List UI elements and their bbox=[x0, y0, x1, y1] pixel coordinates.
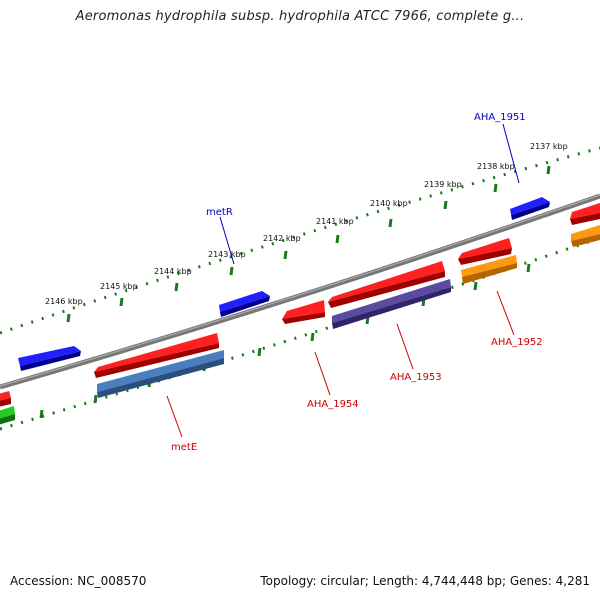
gene-metR[interactable] bbox=[219, 291, 270, 317]
leader-AHA_1953 bbox=[396, 323, 414, 370]
accession-text: Accession: NC_008570 bbox=[10, 574, 147, 588]
gene-label-metE[interactable]: metE bbox=[171, 442, 197, 453]
genome-backbone bbox=[0, 193, 600, 390]
gene-forward-left[interactable] bbox=[18, 346, 81, 371]
gene-AHA_1954[interactable] bbox=[282, 300, 325, 324]
leader-metE bbox=[166, 395, 183, 438]
gene-metE-red[interactable] bbox=[94, 333, 219, 378]
gene-AHA_1952-red[interactable] bbox=[458, 238, 512, 265]
leader-lines bbox=[166, 123, 520, 438]
outer-major-ticks bbox=[66, 165, 551, 323]
scale-label: 2143 kbp bbox=[208, 250, 246, 259]
scale-label: 2141 kbp bbox=[316, 217, 354, 226]
feature-AHA_1952-orange[interactable] bbox=[461, 255, 517, 284]
scale-label: 2145 kbp bbox=[100, 282, 138, 291]
scale-label: 2140 kbp bbox=[370, 199, 408, 208]
gene-AHA_1951[interactable] bbox=[510, 197, 550, 220]
gene-label-AHA_1951[interactable]: AHA_1951 bbox=[474, 112, 526, 123]
gene-label-metR[interactable]: metR bbox=[206, 207, 233, 218]
gene-label-AHA_1954[interactable]: AHA_1954 bbox=[307, 399, 359, 410]
feature-AHA_1953-purple[interactable] bbox=[332, 279, 451, 329]
scale-label: 2146 kbp bbox=[45, 297, 83, 306]
map-title: Aeromonas hydrophila subsp. hydrophila A… bbox=[75, 9, 525, 24]
scale-label: 2137 kbp bbox=[530, 142, 568, 151]
feature-metE-blue[interactable] bbox=[97, 350, 224, 398]
gene-green-left[interactable] bbox=[0, 406, 15, 425]
gene-label-AHA_1952[interactable]: AHA_1952 bbox=[491, 337, 543, 348]
scale-label: 2138 kbp bbox=[477, 162, 515, 171]
leader-AHA_1954 bbox=[314, 351, 331, 396]
gene-label-AHA_1953[interactable]: AHA_1953 bbox=[390, 372, 442, 383]
leader-metR bbox=[219, 216, 235, 265]
feature-orange-right-edge[interactable] bbox=[571, 225, 600, 247]
genome-backbone-highlight bbox=[0, 194, 600, 387]
leader-AHA_1951 bbox=[502, 123, 520, 184]
leader-AHA_1952 bbox=[496, 290, 515, 336]
genome-summary-text: Topology: circular; Length: 4,744,448 bp… bbox=[260, 574, 590, 588]
scale-label: 2139 kbp bbox=[424, 180, 462, 189]
gene-red-right-edge[interactable] bbox=[570, 203, 600, 225]
gene-AHA_1953-red[interactable] bbox=[328, 261, 445, 308]
scale-label: 2142 kbp bbox=[263, 234, 301, 243]
gene-red-upper-left[interactable] bbox=[0, 391, 11, 407]
scale-label: 2144 kbp bbox=[154, 267, 192, 276]
